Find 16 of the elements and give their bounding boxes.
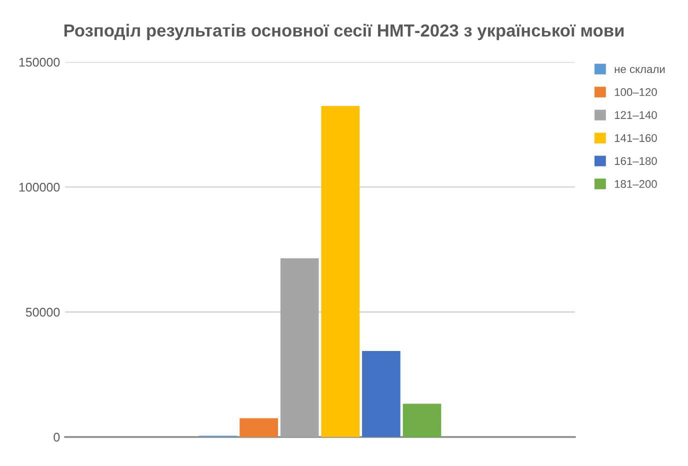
y-tick-label: 100000 — [19, 182, 60, 192]
bar — [280, 258, 319, 437]
legend-label: 181–200 — [614, 180, 657, 188]
legend-label: 121–140 — [614, 111, 657, 119]
legend-label: 100–120 — [614, 88, 657, 96]
y-tick-label: 50000 — [26, 308, 60, 317]
bar — [402, 404, 442, 437]
y-tick-label: 150000 — [19, 58, 60, 67]
bar — [240, 418, 278, 437]
legend-label: не склали — [614, 66, 665, 74]
bar — [321, 106, 360, 437]
y-tick-label: 0 — [54, 432, 60, 442]
legend-label: 141–160 — [614, 134, 657, 142]
chart-title: Розподіл результатів основної сесії НМТ-2023 з української мови — [64, 24, 624, 40]
bar — [362, 351, 400, 437]
legend-label: 161–180 — [614, 157, 657, 165]
